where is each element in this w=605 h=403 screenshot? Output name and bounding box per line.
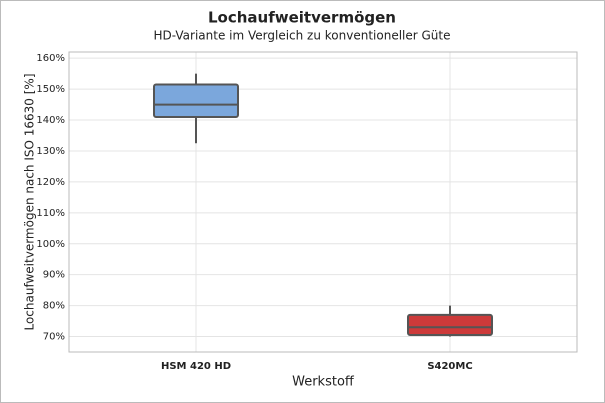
x-tick-label: HSM 420 HD <box>161 361 231 372</box>
y-tick-label: 160% <box>36 53 65 64</box>
y-tick-label: 90% <box>43 270 65 281</box>
y-axis-label: Lochaufweitvermögen nach ISO 16630 [%] <box>23 73 37 330</box>
y-tick-label: 150% <box>36 84 65 95</box>
box <box>407 313 493 336</box>
plot-border <box>68 51 578 353</box>
y-tick-label: 130% <box>36 146 65 157</box>
y-tick-label: 110% <box>36 208 65 219</box>
x-axis-label: Werkstoff <box>292 375 355 390</box>
y-tick-label: 120% <box>36 177 65 188</box>
x-tick-label: S420MC <box>427 361 472 372</box>
y-tick-label: 80% <box>43 301 65 312</box>
y-tick-label: 70% <box>43 332 65 343</box>
y-tick-label: 140% <box>36 115 65 126</box>
chart-subtitle: HD-Variante im Vergleich zu konventionel… <box>154 29 451 43</box>
chart-title: Lochaufweitvermögen <box>208 9 396 27</box>
y-tick-label: 100% <box>36 239 65 250</box>
box <box>153 83 239 118</box>
